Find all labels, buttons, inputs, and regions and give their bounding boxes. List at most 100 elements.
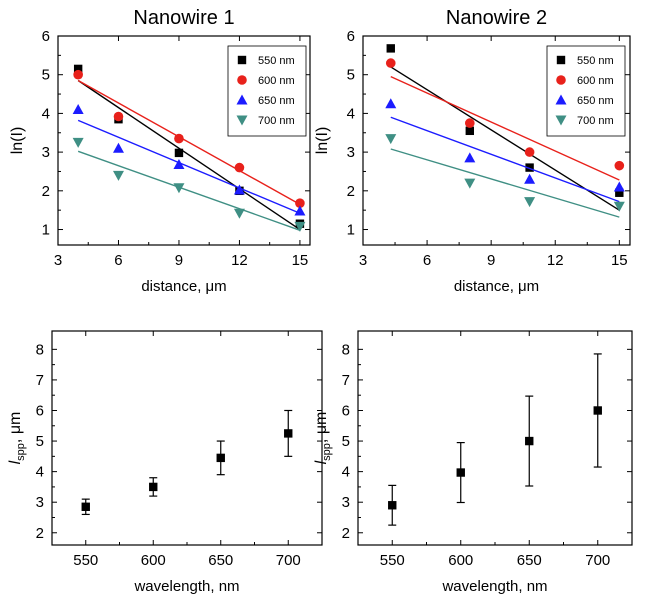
- y-tick-label: 5: [42, 67, 50, 84]
- y-tick-label: 3: [36, 494, 44, 511]
- y-tick-label: 6: [342, 402, 350, 419]
- series-650-nm: [72, 104, 306, 216]
- fit-line: [77, 79, 301, 231]
- data-point: [295, 198, 305, 208]
- series-600-nm: [73, 69, 305, 208]
- plot-frame: [57, 35, 311, 246]
- y-tick-label: 4: [42, 105, 50, 122]
- fit-line: [390, 116, 620, 203]
- y-tick-label: 6: [347, 28, 355, 45]
- data-point: [615, 188, 624, 197]
- x-tick-label: 600: [141, 552, 166, 569]
- data-point: [149, 482, 158, 492]
- series-700-nm: [72, 137, 306, 232]
- y-tick-label: 7: [36, 372, 44, 389]
- x-tick-label: 600: [448, 552, 473, 569]
- x-tick-label: 700: [585, 552, 610, 569]
- plot-frame: [51, 330, 323, 546]
- legend-label: 700 nm: [577, 115, 614, 127]
- data-point: [216, 453, 225, 463]
- data-point: [284, 429, 293, 438]
- series-650-nm: [385, 98, 625, 203]
- data-point: [613, 201, 625, 212]
- x-tick-label: 3: [54, 252, 62, 269]
- data-point: [525, 163, 534, 172]
- y-tick-label: 1: [42, 222, 50, 239]
- legend-marker: [236, 115, 248, 126]
- legend-marker: [556, 75, 566, 85]
- data-point: [465, 118, 475, 128]
- fit-line: [390, 76, 620, 181]
- legend-marker: [555, 94, 567, 105]
- legend-label: 600 nm: [258, 75, 295, 87]
- x-tick-label: 550: [380, 552, 405, 569]
- legend-marker: [237, 55, 247, 65]
- x-axis-label: distance, μm: [141, 278, 226, 295]
- y-axis-label: lspp, μm: [7, 412, 27, 465]
- legend-marker: [236, 94, 248, 105]
- y-tick-label: 4: [347, 105, 355, 122]
- x-tick-label: 12: [231, 252, 248, 269]
- series-550-nm: [386, 44, 624, 211]
- data-point: [233, 184, 245, 195]
- data-point: [386, 44, 395, 53]
- series-600-nm: [385, 58, 625, 181]
- data-point: [73, 69, 83, 80]
- fit-line: [390, 148, 620, 218]
- data-point: [173, 158, 185, 169]
- data-point: [525, 436, 534, 446]
- legend: 550 nm 600 nm 650 nm 700 nm: [546, 45, 626, 137]
- x-tick-label: 15: [292, 252, 309, 269]
- x-axis-label: wavelength, nm: [441, 578, 547, 595]
- data-point: [294, 221, 306, 232]
- data-point: [456, 468, 465, 477]
- x-tick-label: 15: [611, 252, 628, 269]
- data-point: [465, 126, 474, 136]
- data-point: [72, 137, 84, 148]
- legend-label: 650 nm: [258, 95, 295, 107]
- y-tick-label: 3: [42, 144, 50, 161]
- y-tick-label: 5: [347, 67, 355, 84]
- y-tick-label: 5: [36, 433, 44, 450]
- y-axis-label: ln(I): [9, 127, 26, 155]
- data-point: [234, 162, 245, 173]
- data-point: [112, 170, 124, 181]
- data-point: [81, 502, 90, 511]
- data-point: [524, 173, 536, 184]
- y-tick-label: 6: [42, 28, 50, 45]
- y-tick-label: 6: [36, 402, 44, 419]
- data-point: [73, 64, 83, 74]
- fit-line: [77, 150, 301, 231]
- data-point: [173, 183, 185, 194]
- data-point: [385, 134, 397, 145]
- y-tick-label: 4: [342, 464, 350, 481]
- y-axis-label: lspp, μm: [313, 412, 333, 465]
- legend-label: 650 nm: [577, 95, 614, 107]
- data-point: [233, 208, 245, 219]
- plot-frame: [357, 330, 633, 546]
- plot-frame: [362, 35, 631, 246]
- data-point: [385, 58, 396, 68]
- series-700-nm: [385, 134, 625, 218]
- y-tick-label: 2: [36, 525, 44, 542]
- data-point: [464, 178, 476, 189]
- legend: 550 nm 600 nm 650 nm 700 nm: [227, 45, 307, 137]
- data-point: [174, 148, 184, 158]
- y-tick-label: 5: [342, 433, 350, 450]
- y-axis-label: ln(I): [314, 127, 331, 155]
- y-tick-label: 7: [342, 372, 350, 389]
- chart-title: Nanowire 2: [446, 7, 547, 29]
- fit-line: [390, 66, 620, 211]
- chart-panel-3: 550 600 650 700 2 3 4 5 6 7 8 wavelength, nm lspp, μ…: [7, 330, 323, 595]
- data-point: [613, 181, 625, 192]
- x-tick-label: 6: [423, 252, 431, 269]
- x-axis-label: distance, μm: [454, 278, 539, 295]
- series-0: [388, 353, 602, 526]
- data-point: [524, 197, 536, 208]
- data-point: [72, 104, 84, 115]
- legend-label: 550 nm: [258, 55, 295, 67]
- data-point: [614, 160, 625, 171]
